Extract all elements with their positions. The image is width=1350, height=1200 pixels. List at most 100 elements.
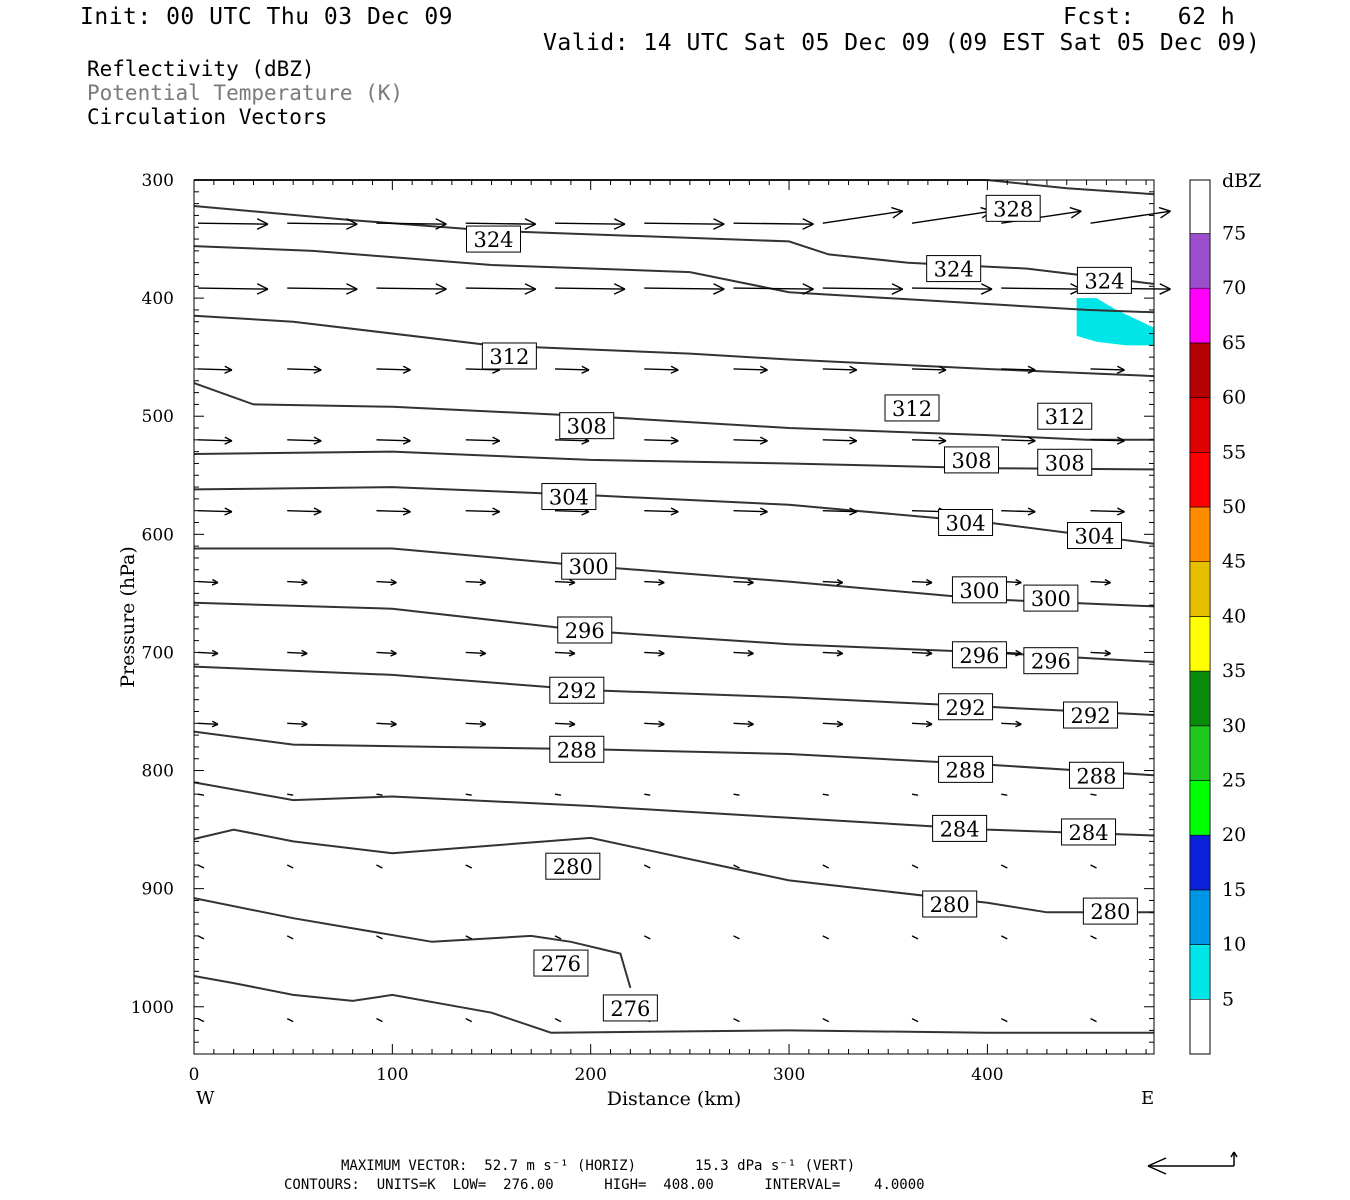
circulation-vector (286, 1017, 294, 1023)
colorbar-level-label: 20 (1222, 824, 1246, 846)
contour-label-box (1082, 897, 1138, 925)
circulation-vector (465, 793, 472, 796)
reflectivity-shading (1076, 298, 1154, 346)
contour-label-box (1061, 818, 1117, 846)
contour-label: 304 (1074, 525, 1114, 549)
circulation-vector (644, 722, 665, 725)
max-vector-info: MAXIMUM VECTOR: 52.7 m s⁻¹ (HORIZ) 15.3 … (341, 1158, 856, 1174)
vector-head (1015, 723, 1022, 728)
vector-head (390, 649, 397, 655)
x-tick-label: 200 (574, 1065, 606, 1085)
vector-head (1116, 369, 1125, 374)
vector-head (1027, 511, 1036, 516)
circulation-vector (822, 368, 857, 371)
circulation-vector (733, 287, 814, 290)
circulation-vector (644, 793, 651, 796)
vector-head (658, 649, 665, 655)
vector-head (313, 436, 322, 442)
circulation-vector (822, 864, 830, 869)
vector-head (613, 288, 626, 295)
vector-head (613, 283, 626, 290)
vector-head (1104, 581, 1111, 586)
x-tick-label: 0 (189, 1065, 200, 1085)
circulation-vector (644, 287, 725, 290)
vector-head (256, 288, 269, 295)
contour-label: 292 (1070, 704, 1110, 728)
contour-label: 312 (489, 345, 529, 369)
circulation-vector (822, 935, 830, 940)
vector-head (759, 369, 768, 374)
contour-label: 324 (1084, 269, 1124, 293)
vector-head (1116, 511, 1125, 516)
vector-head (658, 581, 665, 586)
circulation-vector (1000, 935, 1008, 940)
y-tick-label: 300 (142, 171, 174, 191)
vector-head (658, 723, 665, 728)
vector-head (1070, 210, 1082, 219)
vector-head (980, 283, 993, 290)
circulation-vector (822, 439, 857, 442)
colorbar-level-label: 35 (1222, 660, 1246, 682)
contour-label: 324 (473, 228, 513, 252)
vector-head (658, 578, 665, 584)
vector-head (747, 652, 754, 657)
vector-head (492, 440, 501, 445)
circulation-vector (287, 222, 358, 225)
vector-head (524, 283, 537, 290)
vector-head (301, 578, 308, 584)
vector-head (402, 436, 411, 442)
circulation-vector (286, 935, 294, 940)
contour-276 (193, 897, 632, 989)
circulation-vector (465, 722, 486, 725)
circulation-vector (554, 580, 576, 584)
vector-head (836, 720, 844, 725)
contour-label: 328 (993, 197, 1033, 221)
circulation-vector (465, 580, 486, 584)
vector-head (836, 652, 844, 657)
vector-head (747, 649, 754, 655)
contour-label-box (938, 693, 994, 721)
contour-label: 312 (892, 397, 932, 421)
reference-arrow (1147, 1151, 1238, 1175)
legend-reflectivity: Reflectivity (dBZ) (87, 57, 315, 81)
vector-head (569, 649, 576, 655)
circulation-vector (733, 580, 754, 584)
vector-head (1104, 578, 1111, 584)
circulation-vector (465, 864, 473, 869)
circulation-vector (644, 222, 725, 225)
vector-head (713, 283, 725, 290)
vector-head (670, 369, 679, 374)
circulation-vector (376, 439, 411, 442)
y-tick-label: 600 (142, 525, 174, 545)
circulation-vector (197, 439, 232, 442)
vector-head (849, 440, 858, 445)
vector-head (802, 218, 814, 225)
vector-head (224, 365, 233, 371)
colorbar-swatch (1189, 616, 1211, 672)
contour-label-box (1063, 701, 1119, 729)
contour-312 (193, 382, 1154, 441)
contour-label: 308 (567, 415, 607, 439)
colorbar-swatch (1189, 889, 1211, 945)
vector-head (802, 223, 814, 230)
circulation-vector (822, 1017, 830, 1023)
contour-label: 296 (1031, 650, 1071, 674)
circulation-vector (1090, 510, 1125, 513)
vector-head (569, 720, 576, 725)
vector-head (390, 578, 397, 584)
vector-head (581, 369, 590, 374)
vector-head (313, 511, 322, 516)
circulation-vector (733, 510, 768, 513)
circulation-vector (1090, 935, 1097, 940)
vector-head (479, 652, 487, 657)
vector-head (658, 652, 665, 657)
colorbar-level-label: 30 (1222, 715, 1246, 737)
y-tick-label: 1000 (131, 998, 174, 1018)
circulation-vector (554, 793, 562, 796)
vector-head (211, 652, 219, 657)
vector-head (938, 440, 947, 445)
colorbar-unit: dBZ (1222, 170, 1261, 192)
circulation-vector (644, 368, 679, 371)
vector-head (849, 507, 858, 513)
y-tick-label: 800 (142, 762, 174, 782)
